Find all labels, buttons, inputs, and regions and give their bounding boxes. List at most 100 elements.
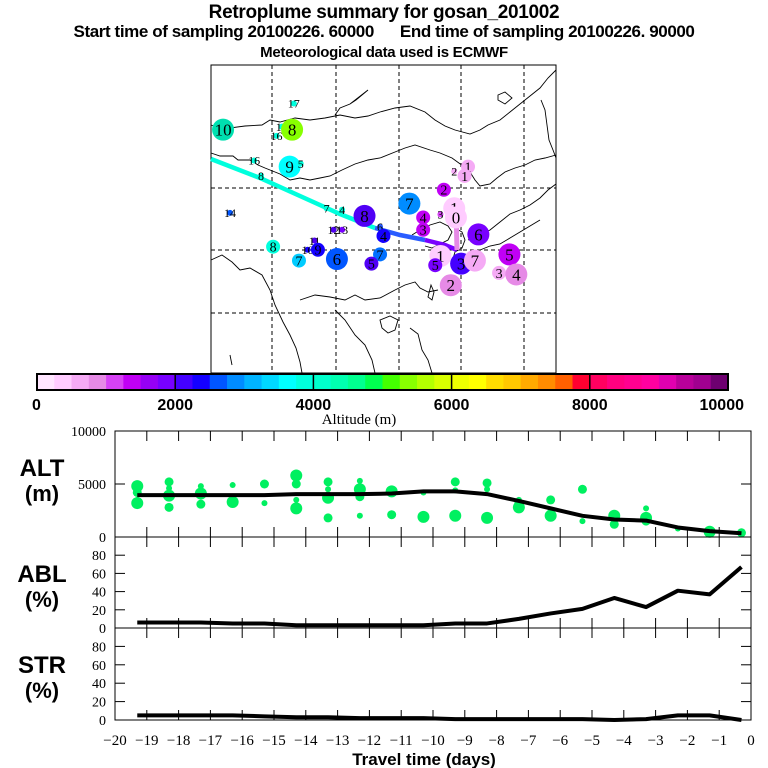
cluster-marker: 5 (297, 157, 304, 171)
cluster-marker: 4 (376, 228, 391, 245)
cluster-marker: 4 (505, 263, 528, 286)
particle-cluster-point (512, 501, 525, 514)
particle-cluster-point (544, 509, 557, 522)
cluster-label: 4 (380, 230, 387, 245)
particle-cluster-point (290, 502, 303, 515)
cluster-label: 1 (465, 161, 472, 176)
cluster-label: 7 (405, 195, 414, 214)
coastline (229, 354, 233, 366)
cluster-circle (251, 157, 258, 164)
y-tick-label: 80 (92, 549, 106, 564)
colorbar-swatch (624, 374, 643, 390)
particle-cluster-point (164, 477, 174, 487)
particle-cluster-point (481, 511, 494, 524)
cluster-circle (444, 206, 467, 229)
cluster-marker: 14 (224, 206, 236, 220)
cluster-label: 5 (432, 259, 439, 274)
cluster-marker: 5 (428, 258, 443, 274)
cluster-marker: 10 (212, 118, 235, 141)
panel-unit-label: (%) (25, 587, 59, 612)
cluster-label: 10 (302, 243, 314, 257)
colorbar-swatch (641, 374, 660, 390)
cluster-circle (323, 205, 330, 212)
colorbar-swatch (192, 374, 211, 390)
trajectory-segment-high (210, 156, 376, 231)
y-tick-label: 60 (92, 567, 106, 582)
cluster-marker: 8 (281, 118, 304, 141)
cluster-marker: 16 (271, 129, 283, 143)
cluster-label: 5 (505, 245, 514, 264)
particle-cluster-point (229, 482, 236, 489)
cluster-marker: 2 (439, 274, 462, 297)
cluster-marker: 8 (353, 204, 376, 227)
particle-cluster-point (609, 519, 619, 529)
x-tick-label: −2 (679, 733, 695, 749)
cluster-label: 9 (314, 244, 321, 259)
panel-str: 0 20 40 60 80 STR(%) (18, 627, 752, 729)
particle-cluster-point (546, 495, 556, 505)
cluster-circle (291, 253, 306, 268)
cluster-marker: 9 (310, 242, 325, 259)
cluster-marker: 7 (373, 247, 388, 263)
korea-coast (451, 227, 466, 263)
coastline (210, 69, 557, 135)
x-tick-label: −13 (326, 733, 349, 749)
cluster-marker: 6 (377, 220, 384, 234)
cluster-circle (339, 206, 346, 213)
cluster-marker: 9 (278, 155, 301, 178)
cluster-label: 8 (270, 241, 277, 256)
particle-cluster-point (293, 496, 300, 503)
taiwan-coast (427, 283, 435, 301)
cluster-label: 3 (420, 224, 427, 239)
trajectory-segment-low (424, 237, 458, 253)
cluster-label: 6 (333, 250, 342, 269)
x-tick-label: −12 (358, 733, 381, 749)
x-tick-label: −20 (103, 733, 126, 749)
colorbar-swatch (503, 374, 522, 390)
met-data-label: Meteorological data used is ECMWF (260, 44, 508, 61)
coastline (540, 99, 557, 159)
japan-coast (479, 219, 541, 251)
cluster-marker: 1 (457, 168, 472, 185)
cluster-circle (376, 228, 391, 243)
cluster-marker: 16 (248, 154, 260, 168)
cluster-label: 2 (447, 276, 456, 295)
x-tick-label: −1 (711, 733, 727, 749)
colorbar-swatch (589, 374, 608, 390)
colorbar-swatch (54, 374, 73, 390)
y-tick-label: 10000 (71, 425, 106, 440)
y-tick-label: 20 (92, 604, 106, 619)
cluster-marker: 10 (302, 243, 314, 257)
colorbar-swatch (365, 374, 383, 390)
colorbar-swatch (468, 374, 487, 390)
colorbar-swatch (330, 374, 349, 390)
cluster-label: 4 (512, 265, 521, 284)
cluster-circle (258, 172, 265, 179)
colorbar-swatch (451, 374, 470, 390)
cluster-marker: 6 (467, 223, 490, 246)
cluster-circle (339, 226, 346, 233)
particle-cluster-point (450, 477, 460, 487)
cluster-label: 5 (368, 258, 375, 273)
panel-label: ABL (17, 561, 66, 588)
cluster-circle (451, 168, 458, 175)
cluster-label: 12 (327, 223, 339, 237)
panel-label: STR (18, 652, 66, 679)
x-axis-label: Travel time (days) (352, 750, 496, 768)
colorbar-swatch (399, 374, 418, 390)
cluster-marker: 11 (309, 234, 321, 248)
colorbar-swatch (209, 374, 228, 390)
y-tick-label: 0 (99, 622, 106, 637)
time-series-panels: 0500010000ALT(m)020406080ABL(%)020406080… (17, 425, 754, 768)
cluster-label: 1 (461, 170, 468, 185)
coastline (210, 254, 303, 374)
particle-cluster-point (356, 477, 363, 484)
colorbar-swatch (555, 374, 574, 390)
y-tick-label: 20 (92, 696, 106, 711)
cluster-marker: 7 (323, 201, 330, 215)
colorbar-swatch (710, 374, 729, 390)
colorbar-swatch (572, 374, 591, 390)
particle-cluster-point (579, 518, 586, 525)
colorbar-swatch (693, 374, 712, 390)
x-tick-label: 0 (747, 733, 755, 749)
